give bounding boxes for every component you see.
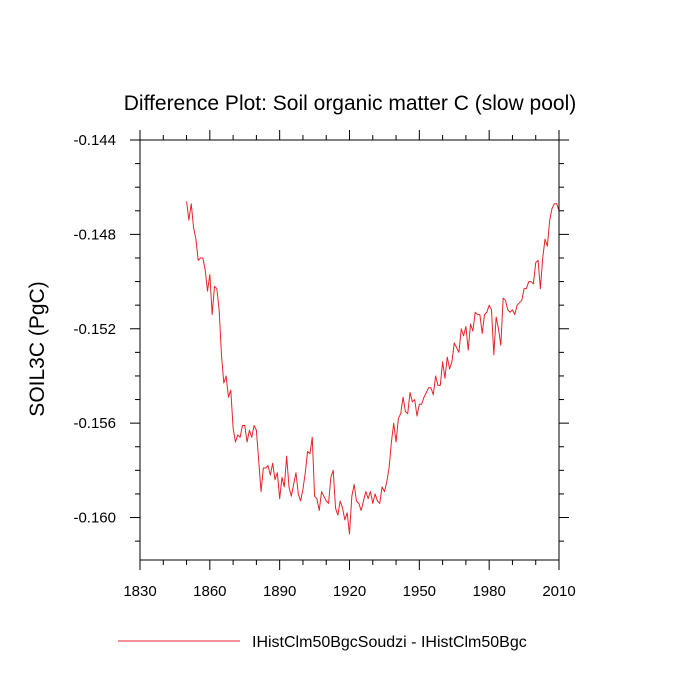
series-line-0 <box>186 201 560 535</box>
y-tick-label: -0.160 <box>73 510 116 527</box>
y-tick-label: -0.152 <box>73 321 116 338</box>
chart-title: Difference Plot: Soil organic matter C (… <box>124 92 576 115</box>
x-tick-label: 1830 <box>123 583 156 600</box>
x-tick-label: 1950 <box>403 583 436 600</box>
x-tick-label: 2010 <box>542 583 575 600</box>
y-axis-label: SOIL3C (PgC) <box>26 281 49 416</box>
x-tick-label: 1890 <box>263 583 296 600</box>
y-tick-label: -0.156 <box>73 415 116 432</box>
legend: IHistClm50BgcSoudzi - IHistClm50Bgc <box>118 634 527 651</box>
x-tick-label: 1860 <box>193 583 226 600</box>
plot-frame <box>139 139 560 561</box>
legend-label: IHistClm50BgcSoudzi - IHistClm50Bgc <box>252 634 527 651</box>
x-tick-label: 1920 <box>333 583 366 600</box>
y-tick-label: -0.148 <box>73 226 116 243</box>
plot-area <box>186 201 560 535</box>
axis-ticks <box>130 130 569 570</box>
y-tick-label: -0.144 <box>73 132 116 149</box>
axis-tick-labels: 1830 1860 1890 1920 1950 1980 2010 -0.144 -0.148… <box>73 132 575 600</box>
x-tick-label: 1980 <box>472 583 505 600</box>
